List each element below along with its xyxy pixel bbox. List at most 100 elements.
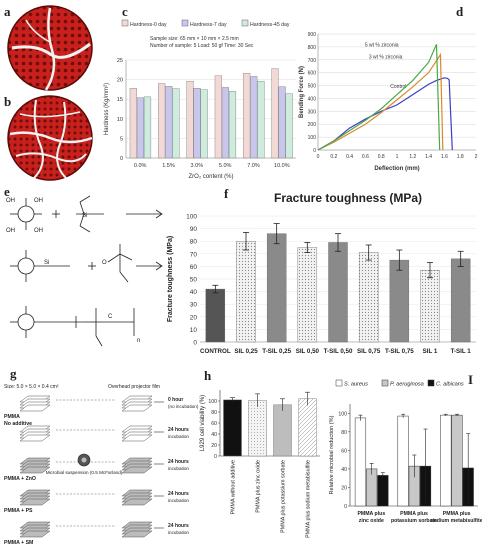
y-tick-label: 60 — [211, 421, 217, 427]
x-tick-label: 1.6 — [441, 154, 448, 160]
bar — [243, 73, 251, 159]
x-tick-label: 2 — [475, 154, 478, 160]
y-axis-label: Hardness (Kg/mm²) — [104, 83, 110, 135]
n-label: n — [137, 338, 140, 344]
panel-label-f: f — [224, 186, 229, 201]
x-tick-label: 7.0% — [247, 163, 260, 169]
bar — [158, 83, 166, 159]
legend-swatch — [335, 379, 343, 387]
y-tick-label: 400 — [308, 96, 317, 102]
panel-label-d: d — [456, 4, 464, 19]
bar — [273, 404, 292, 457]
fractured-disc-a-image — [7, 5, 93, 91]
bar — [358, 252, 379, 343]
group-label: No additive — [4, 421, 32, 427]
x-tick-label: 3.0% — [191, 163, 204, 169]
fractured-disc-b-image — [7, 95, 93, 181]
x-tick-label: 0.0% — [134, 163, 147, 169]
annotation-text: Sample size: 65 mm × 10 mm × 2.5 mm — [150, 36, 239, 42]
legend-swatch — [181, 19, 189, 27]
bar — [221, 87, 229, 159]
x-axis-label: ZrO₂ content (%) — [188, 174, 233, 180]
legend-label: Hardness-7 day — [190, 22, 227, 28]
bar — [143, 96, 152, 159]
time-note: (no incubation) — [168, 404, 199, 409]
y-tick-label: 10 — [117, 117, 123, 123]
y-tick-label: 40 — [341, 467, 347, 473]
time-label: 24 hours — [168, 459, 189, 465]
x-tick-label: 1 — [396, 154, 399, 160]
bar — [451, 414, 463, 507]
series-label: 3 wt % zirconia — [369, 55, 403, 61]
y-tick-label: 100 — [308, 135, 317, 141]
bar — [236, 241, 256, 343]
y-tick-label: 20 — [190, 314, 198, 321]
plate — [19, 434, 51, 442]
y-tick-label: 0 — [214, 454, 217, 460]
experiment-workflow-diagram: Size: 5.0 × 5.0 × 0.4 cm³ Overhead projec… — [4, 384, 199, 546]
y-tick-label: 0 — [313, 148, 316, 154]
legend-swatch — [241, 19, 249, 27]
bar — [297, 247, 318, 343]
plate — [121, 404, 153, 412]
time-note: incubation — [168, 434, 189, 439]
panel-label-e: e — [4, 184, 10, 199]
y-tick-label: 80 — [341, 430, 347, 436]
bar — [193, 88, 201, 159]
c-label: C — [108, 314, 113, 320]
y-tick-label: 100 — [186, 214, 197, 221]
y-tick-label: 0 — [344, 504, 347, 510]
legend-label: C. albicans — [436, 382, 464, 388]
bar — [248, 400, 267, 457]
panel-label-h: h — [204, 368, 212, 383]
y-tick-label: 30 — [190, 302, 198, 309]
bar — [257, 80, 265, 159]
legend-label: P. aeruginosa — [390, 382, 424, 388]
x-tick-label: 1.2 — [409, 154, 416, 160]
y-tick-label: 80 — [190, 239, 198, 246]
series-label: Control — [390, 84, 406, 90]
time-note: incubation — [168, 466, 189, 471]
plate — [19, 498, 51, 506]
x-axis-label: Deflection (mm) — [374, 166, 419, 172]
bar — [214, 75, 222, 159]
plate — [121, 466, 153, 474]
y-tick-label: 600 — [308, 71, 317, 77]
bar — [228, 91, 237, 159]
plate — [19, 466, 51, 474]
y-tick-label: 20 — [117, 78, 123, 84]
x-tick-label: PMMA plus — [357, 511, 385, 517]
series-label: 5 wt % zirconia — [365, 42, 399, 48]
bar — [285, 93, 293, 159]
legend-swatch — [121, 19, 129, 27]
y-tick-label: 700 — [308, 58, 317, 64]
plate — [121, 434, 153, 442]
y-tick-label: 100 — [338, 411, 347, 417]
series-line — [317, 52, 444, 151]
y-tick-label: 5 — [120, 136, 123, 142]
legend-label: Hardness-45 day — [250, 22, 290, 28]
bar — [440, 414, 452, 507]
bar — [200, 89, 208, 159]
x-tick-label: 0 — [317, 154, 320, 160]
bar — [354, 417, 367, 507]
time-note: incubation — [168, 530, 189, 535]
bar — [129, 88, 137, 159]
y-tick-label: 80 — [211, 410, 217, 416]
x-tick-label: PMMA plus sodium metabisulfite — [306, 460, 312, 538]
bar — [377, 475, 389, 507]
legend-label: Hardness-0 day — [130, 22, 167, 28]
bar — [271, 68, 279, 159]
x-tick-label: potassium sorbate — [391, 518, 437, 524]
x-tick-label: sodium metabisulfite — [431, 518, 482, 524]
time-label: 24 hours — [168, 427, 189, 433]
panel-label-a: a — [4, 4, 11, 19]
y-tick-label: 300 — [308, 109, 317, 115]
bar — [172, 88, 180, 159]
y-tick-label: 100 — [208, 399, 217, 405]
y-axis-label: Relative microbial reduction (%) — [329, 415, 335, 494]
bar — [397, 415, 409, 507]
bar — [278, 86, 286, 159]
x-tick-label: 0.4 — [346, 154, 353, 160]
y-tick-label: 60 — [341, 448, 347, 454]
